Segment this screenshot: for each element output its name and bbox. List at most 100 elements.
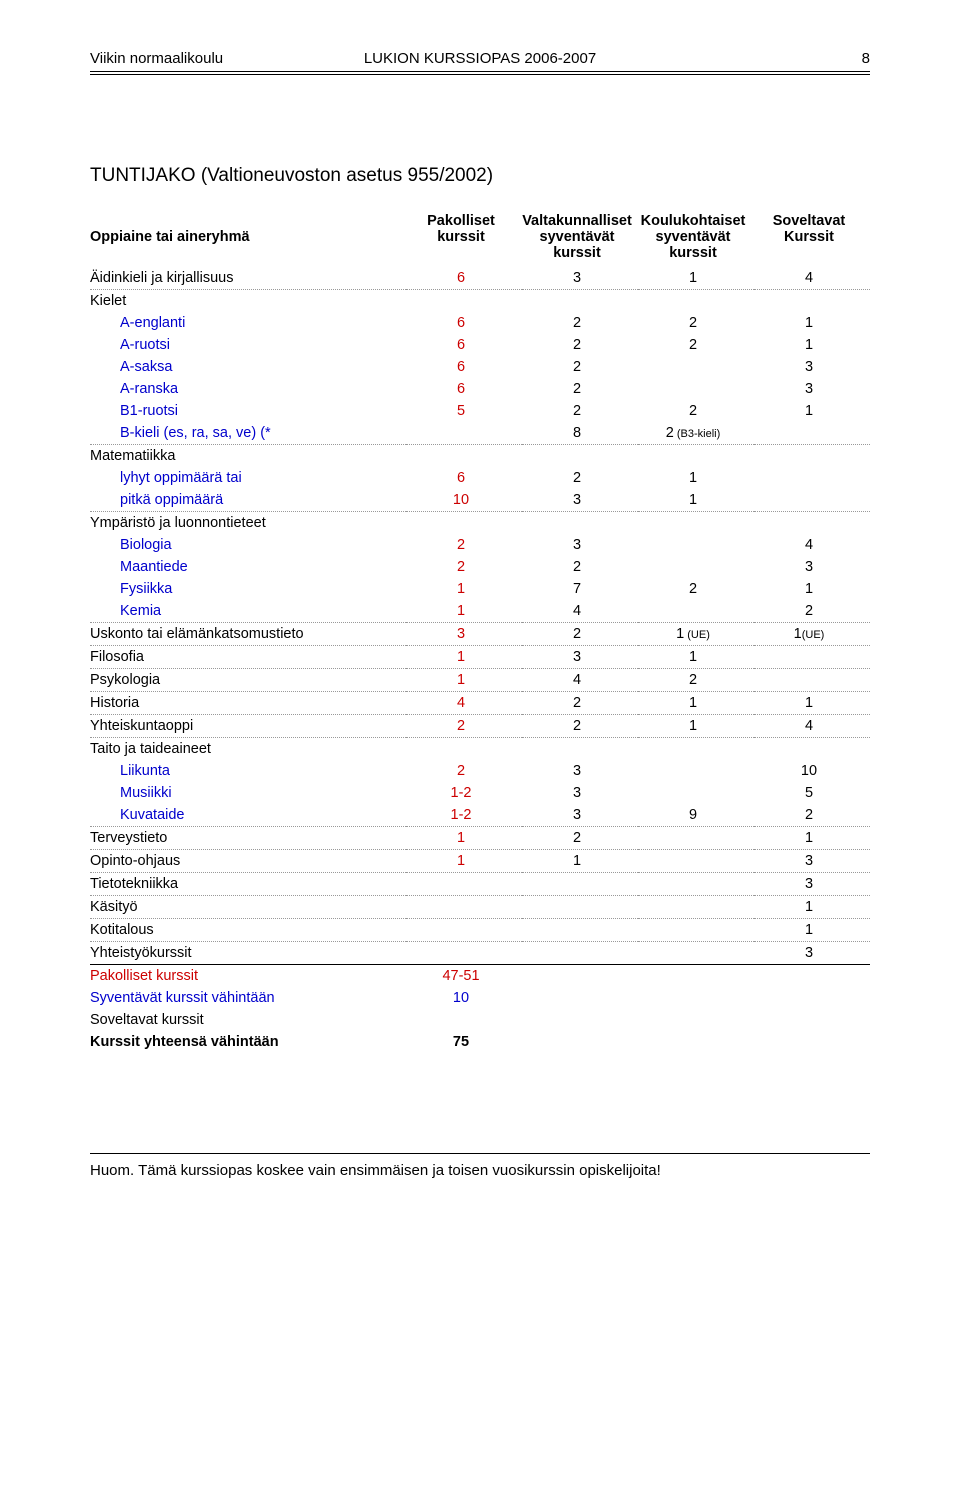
cell-label: Terveystieto — [90, 827, 406, 850]
cell-c4: 1 — [754, 827, 870, 850]
cell-c1: 1-2 — [406, 782, 522, 804]
cell-c2 — [522, 873, 638, 896]
page-header: Viikin normaalikoulu LUKION KURSSIOPAS 2… — [90, 50, 870, 67]
row-uskonto: Uskonto tai elämänkatsomustieto 3 2 1 (U… — [90, 623, 870, 646]
row-yhteistyo: Yhteistyökurssit 3 — [90, 942, 870, 965]
row-psykologia: Psykologia 1 4 2 — [90, 669, 870, 692]
cell-c4: 4 — [754, 534, 870, 556]
cell-c2: 2 — [522, 400, 638, 422]
header-page-number: 8 — [610, 50, 870, 67]
cell-c2: 4 — [522, 669, 638, 692]
cell-c3: 9 — [638, 804, 754, 827]
cell-c1: 1 — [406, 850, 522, 873]
cell-label: pitkä oppimäärä — [90, 489, 406, 512]
row-kasityo: Käsityö 1 — [90, 896, 870, 919]
cell-c3: 2 — [638, 334, 754, 356]
page: Viikin normaalikoulu LUKION KURSSIOPAS 2… — [0, 0, 960, 1504]
cell-c3: 1 — [638, 646, 754, 669]
cell-c4: 1 — [754, 896, 870, 919]
cell-val — [406, 1009, 522, 1031]
cell-c1: 6 — [406, 334, 522, 356]
cell-c3 — [638, 556, 754, 578]
cell-label: A-saksa — [90, 356, 406, 378]
row-summary-syventavat: Syventävät kurssit vähintään 10 — [90, 987, 870, 1009]
cell-c4: 1 — [754, 334, 870, 356]
cell-c2: 3 — [522, 534, 638, 556]
cell-c1: 1-2 — [406, 804, 522, 827]
cell-label: A-ranska — [90, 378, 406, 400]
cell-c2: 2 — [522, 692, 638, 715]
cell-label: Äidinkieli ja kirjallisuus — [90, 267, 406, 290]
col-subject-label: Oppiaine tai aineryhmä — [90, 229, 250, 245]
cell-c3: 1 (UE) — [638, 623, 754, 646]
cell-c4 — [754, 489, 870, 512]
cell-label: Uskonto tai elämänkatsomustieto — [90, 623, 406, 646]
cell-c3: 2 — [638, 312, 754, 334]
row-kielet-header: Kielet — [90, 290, 870, 313]
cell-c1: 2 — [406, 556, 522, 578]
cell-label: A-englanti — [90, 312, 406, 334]
row-yhteiskunta: Yhteiskuntaoppi 2 2 1 4 — [90, 715, 870, 738]
cell-val: 75 — [406, 1031, 522, 1053]
cell-c3 — [638, 534, 754, 556]
header-divider-top — [90, 71, 870, 72]
cell-c1: 2 — [406, 534, 522, 556]
row-historia: Historia 4 2 1 1 — [90, 692, 870, 715]
cell-c2: 3 — [522, 489, 638, 512]
cell-c4: 3 — [754, 556, 870, 578]
row-summary-pakolliset: Pakolliset kurssit 47-51 — [90, 965, 870, 988]
cell-label: Yhteiskuntaoppi — [90, 715, 406, 738]
cell-c2 — [522, 942, 638, 965]
cell-label: Syventävät kurssit vähintään — [90, 987, 406, 1009]
cell-c3: 1 — [638, 692, 754, 715]
cell-c1: 2 — [406, 760, 522, 782]
cell-c3 — [638, 827, 754, 850]
cell-c2: 3 — [522, 646, 638, 669]
page-title: TUNTIJAKO (Valtioneuvoston asetus 955/20… — [90, 165, 870, 187]
row-lyhyt: lyhyt oppimäärä tai 6 2 1 — [90, 467, 870, 489]
cell-label: lyhyt oppimäärä tai — [90, 467, 406, 489]
cell-c2: 2 — [522, 356, 638, 378]
cell-c2: 2 — [522, 827, 638, 850]
cell-c2: 2 — [522, 467, 638, 489]
cell-c1 — [406, 873, 522, 896]
cell-c4: 2 — [754, 600, 870, 623]
row-kuvataide: Kuvataide 1-2 3 9 2 — [90, 804, 870, 827]
row-kemia: Kemia 1 4 2 — [90, 600, 870, 623]
cell-c1: 6 — [406, 267, 522, 290]
cell-c1: 6 — [406, 467, 522, 489]
row-taito-header: Taito ja taideaineet — [90, 738, 870, 761]
cell-c3: 2 (B3-kieli) — [638, 422, 754, 445]
cell-c3: 2 — [638, 400, 754, 422]
cell-label: A-ruotsi — [90, 334, 406, 356]
cell-c1: 10 — [406, 489, 522, 512]
cell-c1: 6 — [406, 312, 522, 334]
col-pakolliset: Pakolliset kurssit — [406, 211, 522, 267]
cell-c3 — [638, 873, 754, 896]
cell-c4: 3 — [754, 942, 870, 965]
cell-label: Tietotekniikka — [90, 873, 406, 896]
cell-c3: 1 — [638, 715, 754, 738]
cell-c2: 3 — [522, 782, 638, 804]
cell-label: B-kieli (es, ra, sa, ve) (* — [90, 422, 406, 445]
cell-c3 — [638, 782, 754, 804]
cell-c1: 1 — [406, 669, 522, 692]
row-b-kieli: B-kieli (es, ra, sa, ve) (* 8 2 (B3-kiel… — [90, 422, 870, 445]
cell-c4: 1 — [754, 400, 870, 422]
header-divider-bottom — [90, 74, 870, 75]
cell-c2: 4 — [522, 600, 638, 623]
footnote-divider — [90, 1153, 870, 1154]
row-summary-yhteensa: Kurssit yhteensä vähintään 75 — [90, 1031, 870, 1053]
cell-c2 — [522, 896, 638, 919]
cell-label: Historia — [90, 692, 406, 715]
table-header-row: Oppiaine tai aineryhmä Pakolliset kurssi… — [90, 211, 870, 267]
cell-c4 — [754, 669, 870, 692]
cell-c4: 4 — [754, 267, 870, 290]
cell-c3 — [638, 850, 754, 873]
cell-c1: 6 — [406, 378, 522, 400]
row-matematiikka-header: Matematiikka — [90, 445, 870, 468]
cell-c4: 10 — [754, 760, 870, 782]
cell-c1: 3 — [406, 623, 522, 646]
cell-val: 47-51 — [406, 965, 522, 988]
cell-label: Soveltavat kurssit — [90, 1009, 406, 1031]
